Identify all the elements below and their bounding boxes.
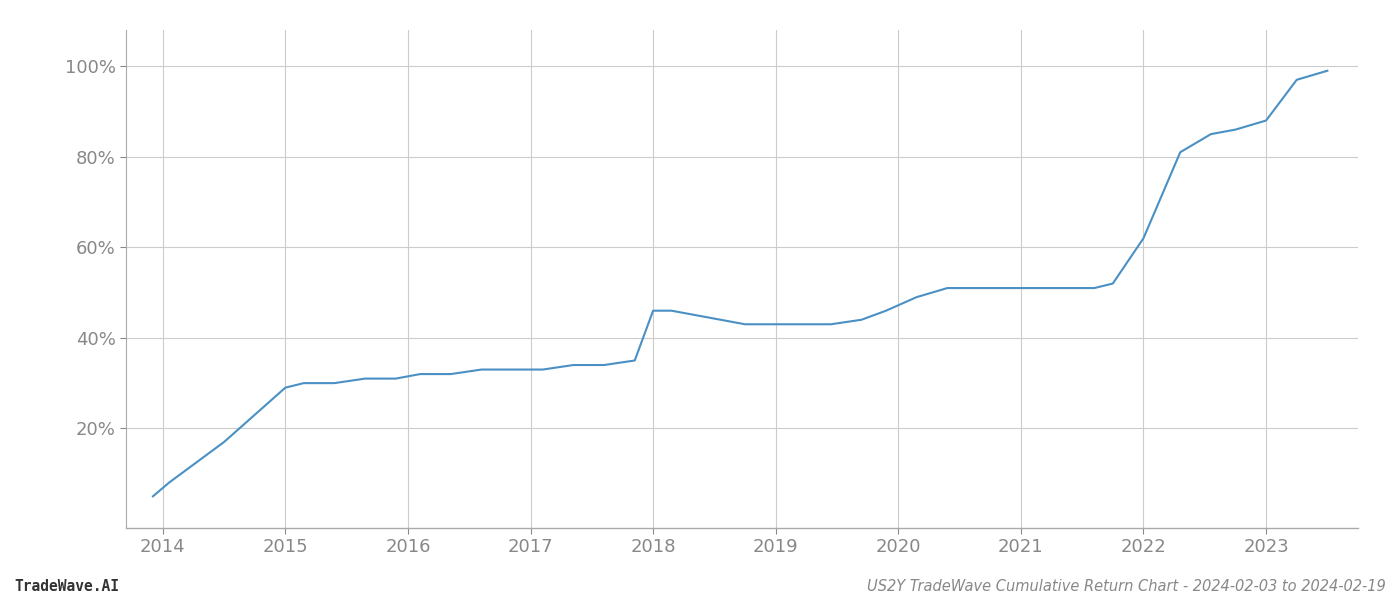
Text: US2Y TradeWave Cumulative Return Chart - 2024-02-03 to 2024-02-19: US2Y TradeWave Cumulative Return Chart -…: [867, 579, 1386, 594]
Text: TradeWave.AI: TradeWave.AI: [14, 579, 119, 594]
